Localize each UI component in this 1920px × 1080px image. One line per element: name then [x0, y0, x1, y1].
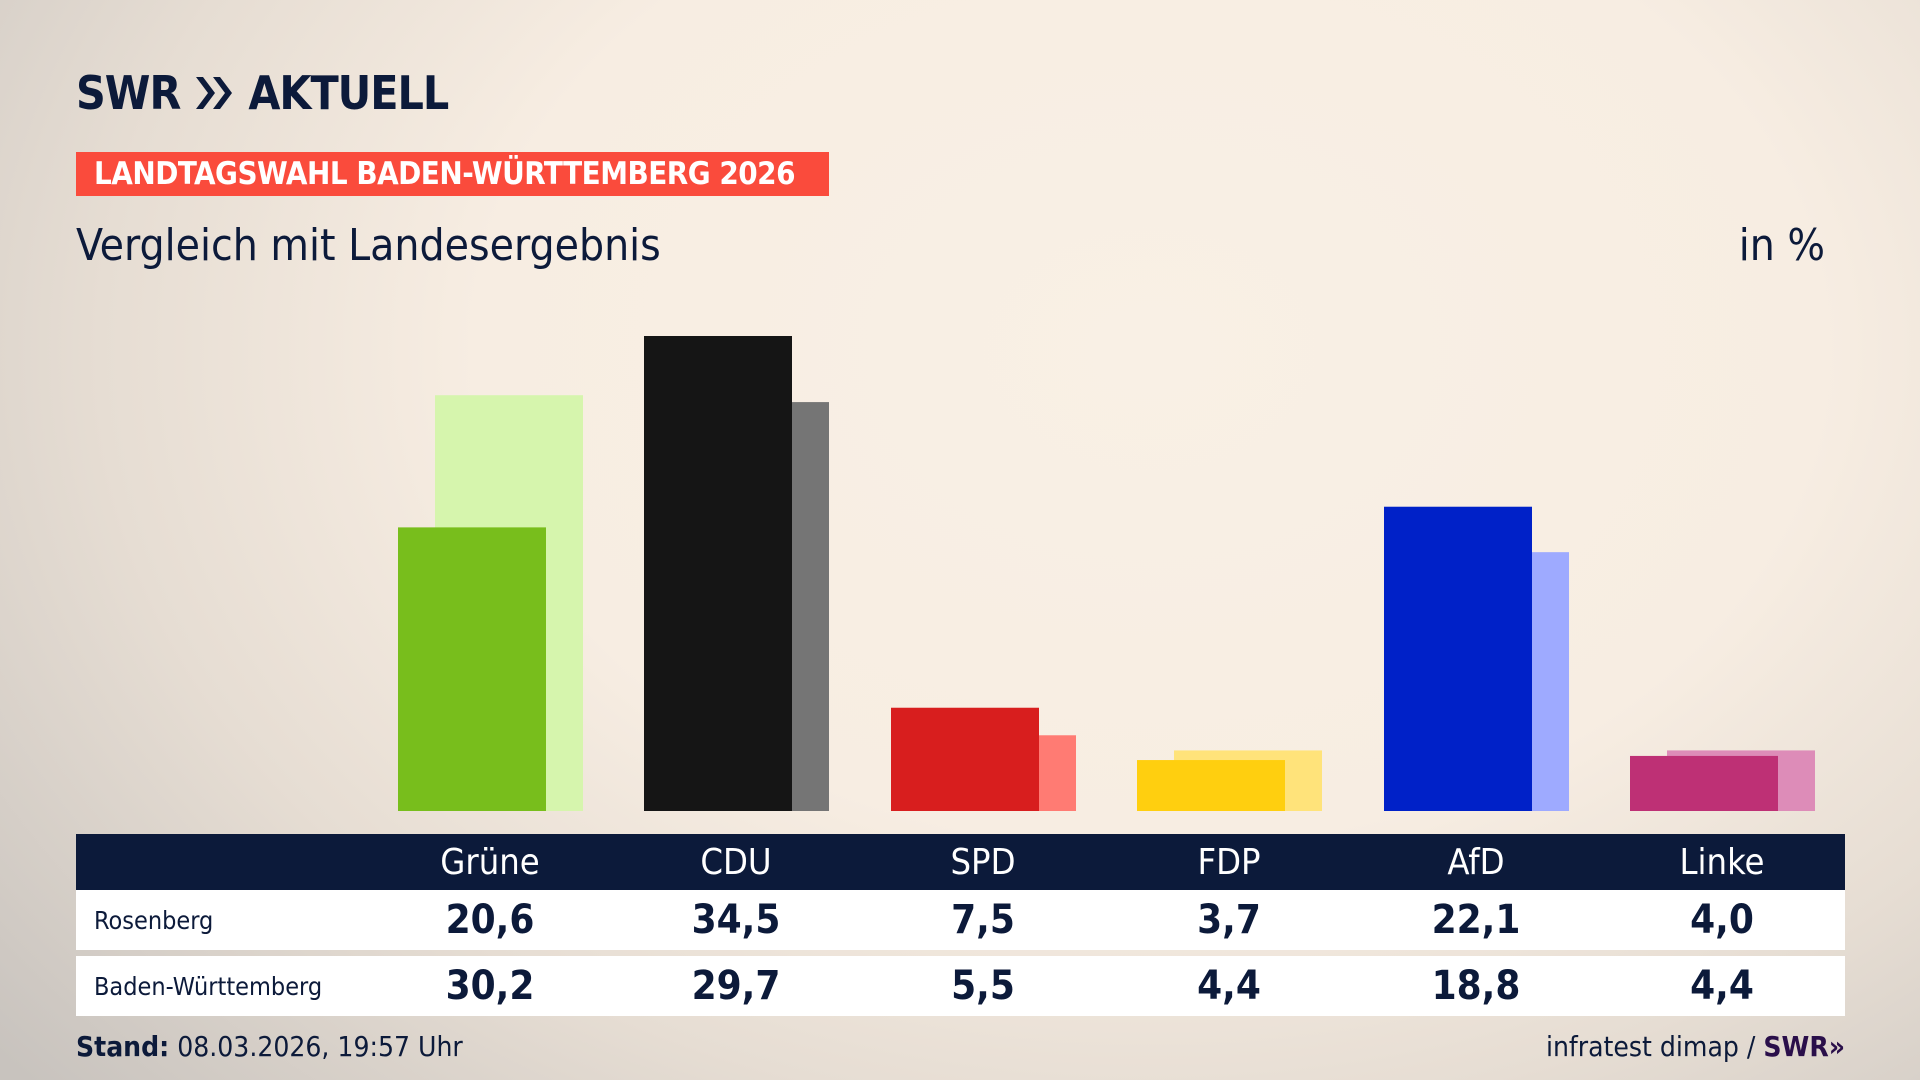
table-header: Grüne CDU SPD FDP AfD Linke	[76, 834, 1845, 890]
value-cell: 20,6	[445, 897, 535, 943]
value-cell: 29,7	[691, 963, 781, 1009]
logo-aktuell: AKTUELL	[248, 66, 449, 120]
source-text: infratest dimap /	[1545, 1030, 1756, 1063]
row-label: Rosenberg	[94, 905, 214, 935]
column-header: FDP	[1197, 841, 1261, 883]
swr-logo-small: SWR»	[1763, 1030, 1845, 1063]
value-cell: 18,8	[1431, 963, 1521, 1009]
chevrons-icon	[196, 77, 233, 109]
bar-grüne-rosenberg	[398, 527, 546, 811]
value-cell: 22,1	[1431, 897, 1521, 943]
value-cell: 4,4	[1197, 963, 1261, 1009]
value-cell: 34,5	[691, 897, 781, 943]
logo-swr: SWR	[76, 66, 181, 120]
results-table: Grüne CDU SPD FDP AfD Linke Rosenberg 20,6 34,…	[76, 834, 1845, 1016]
bar-spd-rosenberg	[891, 707, 1039, 811]
row-label: Baden-Württemberg	[94, 971, 323, 1001]
column-header: CDU	[700, 841, 772, 883]
column-header: Linke	[1679, 841, 1765, 883]
election-banner: LANDTAGSWAHL BADEN-WÜRTTEMBERG 2026	[76, 152, 829, 196]
bar-fdp-rosenberg	[1137, 760, 1285, 811]
column-header: SPD	[950, 841, 1016, 883]
bar-afd-rosenberg	[1384, 506, 1532, 811]
value-cell: 7,5	[951, 897, 1015, 943]
column-header: Grüne	[440, 841, 540, 883]
value-cell: 4,0	[1690, 897, 1754, 943]
value-cell: 3,7	[1197, 897, 1261, 943]
stand-value: 08.03.2026, 19:57 Uhr	[177, 1030, 463, 1063]
column-header: AfD	[1447, 841, 1505, 883]
bar-chart	[398, 336, 1815, 811]
chart-subtitle: Vergleich mit Landesergebnis	[76, 220, 661, 271]
table-row: Baden-Württemberg 30,2 29,7 5,5 4,4 18,8 4,4	[76, 956, 1845, 1016]
stand-label: Stand:	[76, 1030, 170, 1063]
unit-label: in %	[1738, 220, 1825, 271]
swr-aktuell-logo: SWR AKTUELL	[76, 66, 449, 120]
bar-linke-rosenberg	[1630, 755, 1778, 811]
source: infratest dimap / SWR»	[1546, 1030, 1845, 1063]
value-cell: 5,5	[951, 963, 1015, 1009]
value-cell: 30,2	[445, 963, 535, 1009]
timestamp: Stand: 08.03.2026, 19:57 Uhr	[76, 1030, 463, 1063]
value-cell: 4,4	[1690, 963, 1754, 1009]
bar-cdu-rosenberg	[644, 336, 792, 811]
table-row: Rosenberg 20,6 34,5 7,5 3,7 22,1 4,0	[76, 890, 1845, 950]
